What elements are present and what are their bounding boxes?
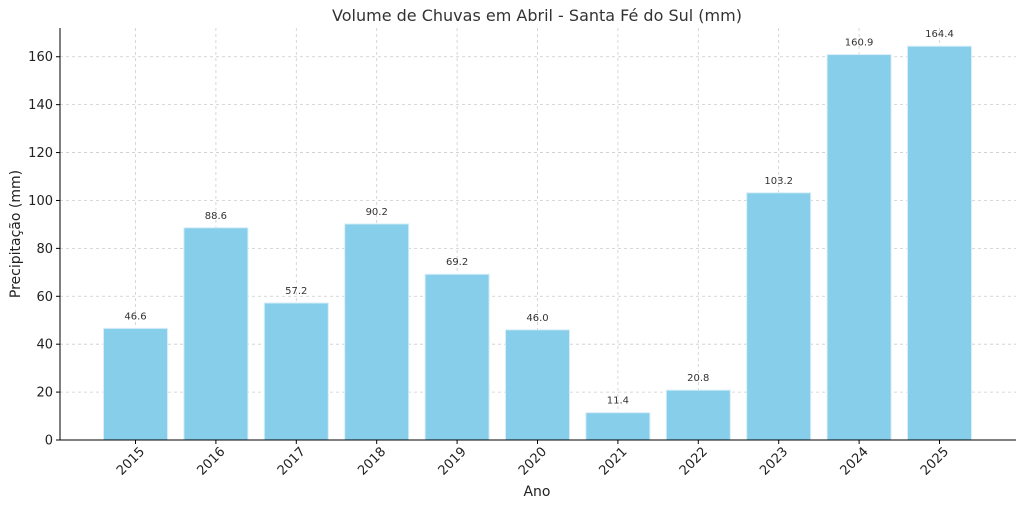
- data-label-2025: 164.4: [925, 29, 954, 40]
- data-label-2020: 46.0: [526, 313, 548, 324]
- bar-2016: [183, 227, 249, 441]
- x-tick-label-2024: 2024: [838, 445, 872, 479]
- y-axis-label: Precipitação (mm): [8, 170, 24, 298]
- bar-2020: [505, 329, 570, 441]
- bar-2025: [907, 45, 972, 441]
- y-tick-label: 20: [36, 386, 53, 401]
- x-tick-label-2016: 2016: [194, 445, 228, 479]
- bars: [103, 45, 972, 441]
- bar-2017: [263, 302, 329, 441]
- y-tick-label: 160: [28, 50, 53, 65]
- data-label-2015: 46.6: [124, 311, 146, 322]
- bar-2019: [424, 273, 490, 441]
- data-label-2019: 69.2: [446, 257, 468, 268]
- y-tick-label: 140: [28, 98, 53, 113]
- x-tick-label-2017: 2017: [275, 445, 309, 479]
- x-tick-label-2018: 2018: [355, 445, 389, 479]
- y-tick-label: 80: [36, 242, 53, 257]
- data-labels: 46.6 88.6 57.2 90.2 69.2 46.0 11.4 20.8 103.2 160…: [124, 29, 953, 406]
- data-label-2023: 103.2: [764, 176, 793, 187]
- data-label-2017: 57.2: [285, 286, 307, 297]
- data-label-2018: 90.2: [366, 207, 388, 218]
- y-tick-label: 0: [45, 434, 53, 449]
- x-tick-label-2022: 2022: [677, 445, 711, 479]
- x-tick-label-2019: 2019: [436, 445, 470, 479]
- y-axis: 0 20 40 60 80 100 120 140 160: [28, 50, 60, 449]
- y-tick-label: 60: [36, 290, 53, 305]
- y-tick-label: 40: [36, 338, 53, 353]
- chart-title: Volume de Chuvas em Abril - Santa Fé do …: [332, 6, 742, 25]
- x-axis: 2015 2016 2017 2018 2019 2020 2021 2022 2023 2024…: [114, 440, 952, 479]
- x-tick-label-2015: 2015: [114, 445, 148, 479]
- bar-2024: [826, 54, 892, 441]
- x-tick-label-2020: 2020: [516, 445, 550, 479]
- data-label-2022: 20.8: [687, 373, 709, 384]
- bar-2015: [103, 327, 168, 441]
- bar-2023: [746, 192, 812, 441]
- x-tick-label-2023: 2023: [757, 445, 791, 479]
- y-tick-label: 100: [28, 194, 53, 209]
- bar-2021: [585, 412, 651, 441]
- y-tick-label: 120: [28, 146, 53, 161]
- bar-2018: [344, 223, 410, 441]
- bar-2022: [665, 389, 731, 441]
- data-label-2024: 160.9: [845, 38, 874, 49]
- x-tick-label-2025: 2025: [918, 445, 952, 479]
- x-axis-label: Ano: [523, 484, 550, 500]
- data-label-2016: 88.6: [205, 211, 227, 222]
- x-tick-label-2021: 2021: [596, 445, 630, 479]
- data-label-2021: 11.4: [607, 396, 629, 407]
